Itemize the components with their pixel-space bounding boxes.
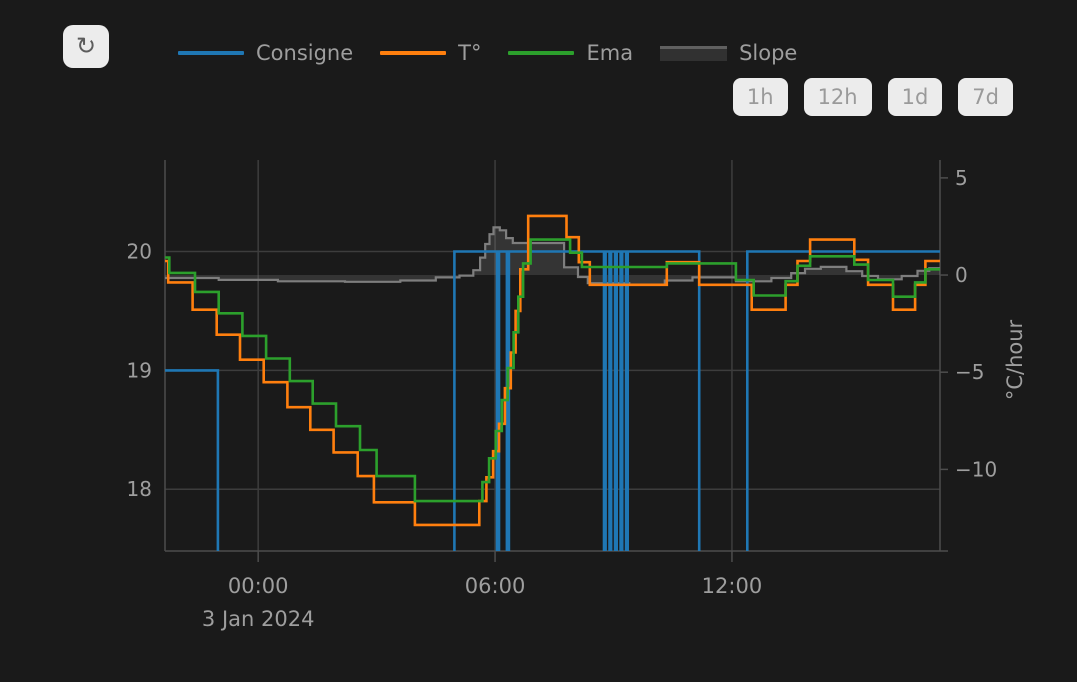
x-tick-label: 00:00 [228,574,289,598]
range-button-7d[interactable]: 7d [958,78,1013,116]
refresh-icon: ↻ [75,32,97,60]
legend-label-ema: Ema [586,41,634,65]
time-range-buttons: 1h 12h 1d 7d [732,78,1013,116]
legend-item-consigne[interactable]: Consigne [178,41,353,65]
series-slope-area [165,227,940,285]
range-button-12h[interactable]: 12h [803,78,872,116]
legend-item-temperature[interactable]: T° [380,41,481,65]
ema-line-swatch [508,51,575,55]
temperature-line-swatch [380,51,447,55]
y-left-tick-label: 19 [127,358,152,382]
legend-label-consigne: Consigne [256,41,354,65]
legend-item-slope[interactable]: Slope [660,41,797,65]
y-right-tick-label: 0 [955,263,968,287]
legend-label-temperature: T° [458,41,482,65]
range-button-1h[interactable]: 1h [732,78,788,116]
y-left-tick-label: 18 [127,477,152,501]
legend-label-slope: Slope [739,41,798,65]
x-tick-label: 12:00 [702,574,763,598]
y-right-tick-label: −10 [955,457,997,481]
series-ema-line [165,238,940,503]
refresh-button[interactable]: ↻ [63,25,109,68]
y-left-tick-label: 20 [127,240,152,264]
y-right-tick-label: −5 [955,360,984,384]
x-axis-date-label: 3 Jan 2024 [202,607,315,631]
y-right-tick-label: 5 [955,166,968,190]
range-button-1d[interactable]: 1d [887,78,943,116]
y-right-axis-title: °C/hour [1003,319,1027,400]
series-slope-line [165,226,940,286]
x-tick-label: 06:00 [465,574,526,598]
consigne-line-swatch [178,51,244,55]
chart-legend: Consigne T° Ema Slope [178,40,797,66]
slope-area-swatch [660,45,728,61]
series-consigne-line [165,250,940,551]
legend-item-ema[interactable]: Ema [508,41,633,65]
